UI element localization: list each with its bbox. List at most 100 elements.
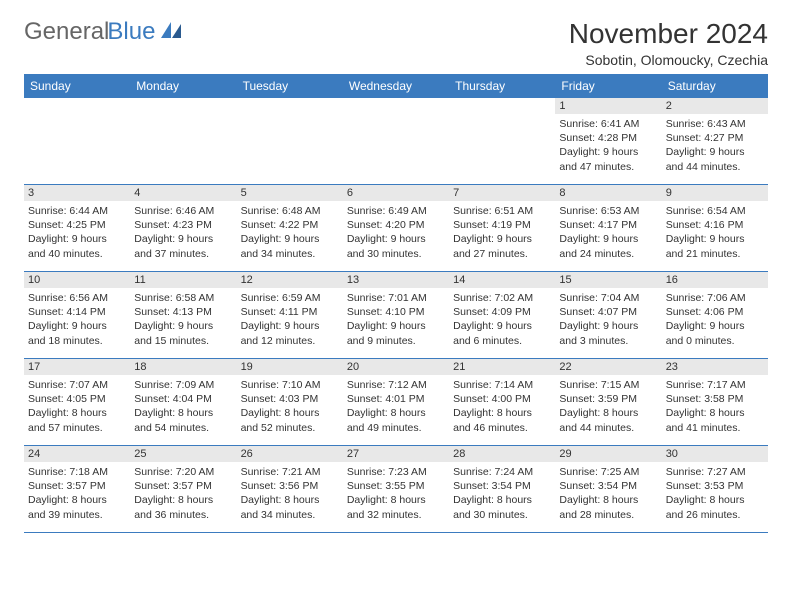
day-sunrise: Sunrise: 7:24 AM (453, 465, 551, 479)
empty-day-cell (343, 98, 449, 184)
day-daylight2: and 30 minutes. (347, 247, 445, 261)
logo-word-general: General (24, 18, 109, 45)
day-number: 11 (130, 272, 236, 288)
day-daylight1: Daylight: 8 hours (347, 406, 445, 420)
day-number: 13 (343, 272, 449, 288)
day-cell: 10Sunrise: 6:56 AMSunset: 4:14 PMDayligh… (24, 272, 130, 358)
day-body: Sunrise: 6:48 AMSunset: 4:22 PMDaylight:… (237, 201, 343, 264)
day-daylight2: and 52 minutes. (241, 421, 339, 435)
day-daylight2: and 46 minutes. (453, 421, 551, 435)
day-sunset: Sunset: 4:25 PM (28, 218, 126, 232)
day-body: Sunrise: 6:59 AMSunset: 4:11 PMDaylight:… (237, 288, 343, 351)
day-daylight2: and 9 minutes. (347, 334, 445, 348)
day-body: Sunrise: 6:51 AMSunset: 4:19 PMDaylight:… (449, 201, 555, 264)
day-number: 22 (555, 359, 661, 375)
day-sunrise: Sunrise: 7:04 AM (559, 291, 657, 305)
day-cell: 11Sunrise: 6:58 AMSunset: 4:13 PMDayligh… (130, 272, 236, 358)
day-sunrise: Sunrise: 7:25 AM (559, 465, 657, 479)
day-number: 7 (449, 185, 555, 201)
day-cell: 18Sunrise: 7:09 AMSunset: 4:04 PMDayligh… (130, 359, 236, 445)
day-sunrise: Sunrise: 7:14 AM (453, 378, 551, 392)
day-cell: 21Sunrise: 7:14 AMSunset: 4:00 PMDayligh… (449, 359, 555, 445)
day-number: 2 (662, 98, 768, 114)
empty-day-cell (24, 98, 130, 184)
day-number: 28 (449, 446, 555, 462)
day-body: Sunrise: 7:21 AMSunset: 3:56 PMDaylight:… (237, 462, 343, 525)
day-daylight1: Daylight: 9 hours (453, 232, 551, 246)
day-sunrise: Sunrise: 6:44 AM (28, 204, 126, 218)
day-daylight2: and 47 minutes. (559, 160, 657, 174)
day-cell: 14Sunrise: 7:02 AMSunset: 4:09 PMDayligh… (449, 272, 555, 358)
day-cell: 30Sunrise: 7:27 AMSunset: 3:53 PMDayligh… (662, 446, 768, 532)
day-daylight2: and 40 minutes. (28, 247, 126, 261)
day-sunset: Sunset: 3:59 PM (559, 392, 657, 406)
day-daylight1: Daylight: 8 hours (559, 406, 657, 420)
day-sunset: Sunset: 3:56 PM (241, 479, 339, 493)
day-cell: 16Sunrise: 7:06 AMSunset: 4:06 PMDayligh… (662, 272, 768, 358)
day-sunrise: Sunrise: 7:20 AM (134, 465, 232, 479)
day-sunset: Sunset: 3:54 PM (453, 479, 551, 493)
day-number: 6 (343, 185, 449, 201)
day-daylight2: and 44 minutes. (666, 160, 764, 174)
day-daylight2: and 28 minutes. (559, 508, 657, 522)
day-sunrise: Sunrise: 7:17 AM (666, 378, 764, 392)
day-number: 5 (237, 185, 343, 201)
day-number: 26 (237, 446, 343, 462)
day-daylight1: Daylight: 8 hours (347, 493, 445, 507)
day-sunrise: Sunrise: 7:02 AM (453, 291, 551, 305)
day-daylight1: Daylight: 9 hours (666, 319, 764, 333)
week-row: 10Sunrise: 6:56 AMSunset: 4:14 PMDayligh… (24, 272, 768, 359)
day-body: Sunrise: 6:58 AMSunset: 4:13 PMDaylight:… (130, 288, 236, 351)
day-daylight2: and 39 minutes. (28, 508, 126, 522)
day-daylight2: and 34 minutes. (241, 508, 339, 522)
day-daylight1: Daylight: 8 hours (666, 406, 764, 420)
week-row: 1Sunrise: 6:41 AMSunset: 4:28 PMDaylight… (24, 98, 768, 185)
day-daylight1: Daylight: 8 hours (241, 493, 339, 507)
sail-icon (161, 22, 183, 40)
day-daylight2: and 27 minutes. (453, 247, 551, 261)
day-sunrise: Sunrise: 7:15 AM (559, 378, 657, 392)
day-daylight1: Daylight: 9 hours (559, 319, 657, 333)
day-daylight2: and 37 minutes. (134, 247, 232, 261)
day-body: Sunrise: 6:49 AMSunset: 4:20 PMDaylight:… (343, 201, 449, 264)
day-sunrise: Sunrise: 7:06 AM (666, 291, 764, 305)
day-sunset: Sunset: 4:11 PM (241, 305, 339, 319)
day-daylight1: Daylight: 9 hours (347, 319, 445, 333)
weekday-header-row: SundayMondayTuesdayWednesdayThursdayFrid… (24, 74, 768, 98)
day-daylight2: and 54 minutes. (134, 421, 232, 435)
day-sunrise: Sunrise: 6:59 AM (241, 291, 339, 305)
day-cell: 1Sunrise: 6:41 AMSunset: 4:28 PMDaylight… (555, 98, 661, 184)
day-daylight1: Daylight: 9 hours (28, 232, 126, 246)
day-sunrise: Sunrise: 6:56 AM (28, 291, 126, 305)
day-daylight1: Daylight: 8 hours (134, 406, 232, 420)
day-sunset: Sunset: 4:14 PM (28, 305, 126, 319)
day-body: Sunrise: 7:20 AMSunset: 3:57 PMDaylight:… (130, 462, 236, 525)
day-number: 8 (555, 185, 661, 201)
day-cell: 6Sunrise: 6:49 AMSunset: 4:20 PMDaylight… (343, 185, 449, 271)
day-number: 18 (130, 359, 236, 375)
day-cell: 8Sunrise: 6:53 AMSunset: 4:17 PMDaylight… (555, 185, 661, 271)
day-number: 20 (343, 359, 449, 375)
calendar-page: GeneralBlue November 2024 Sobotin, Olomo… (0, 0, 792, 551)
day-number: 19 (237, 359, 343, 375)
day-cell: 9Sunrise: 6:54 AMSunset: 4:16 PMDaylight… (662, 185, 768, 271)
day-body: Sunrise: 7:04 AMSunset: 4:07 PMDaylight:… (555, 288, 661, 351)
location-text: Sobotin, Olomoucky, Czechia (569, 52, 768, 68)
day-sunset: Sunset: 4:04 PM (134, 392, 232, 406)
day-cell: 22 Sunrise: 7:15 AMSunset: 3:59 PMDayligh… (555, 359, 661, 445)
logo-word-blue: Blue (107, 18, 155, 45)
day-body: Sunrise: 6:56 AMSunset: 4:14 PMDaylight:… (24, 288, 130, 351)
day-cell: 26Sunrise: 7:21 AMSunset: 3:56 PMDayligh… (237, 446, 343, 532)
day-sunset: Sunset: 4:05 PM (28, 392, 126, 406)
day-body: Sunrise: 7:25 AMSunset: 3:54 PMDaylight:… (555, 462, 661, 525)
week-row: 3Sunrise: 6:44 AMSunset: 4:25 PMDaylight… (24, 185, 768, 272)
day-body: Sunrise: 6:54 AMSunset: 4:16 PMDaylight:… (662, 201, 768, 264)
day-number: 30 (662, 446, 768, 462)
day-daylight1: Daylight: 8 hours (666, 493, 764, 507)
day-body: Sunrise: 7:02 AMSunset: 4:09 PMDaylight:… (449, 288, 555, 351)
day-daylight2: and 32 minutes. (347, 508, 445, 522)
weekday-header: Saturday (662, 74, 768, 98)
day-sunrise: Sunrise: 7:12 AM (347, 378, 445, 392)
day-number: 23 (662, 359, 768, 375)
day-daylight1: Daylight: 9 hours (134, 319, 232, 333)
